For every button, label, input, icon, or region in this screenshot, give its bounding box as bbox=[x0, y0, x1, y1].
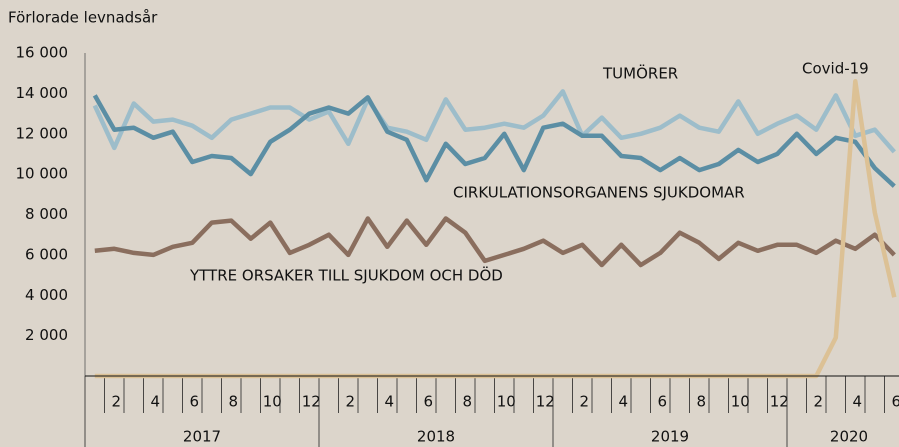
x-tick-label: 6 bbox=[891, 393, 899, 411]
y-tick-label: 12 000 bbox=[16, 124, 69, 142]
x-tick-label: 6 bbox=[423, 393, 433, 411]
x-tick-label: 4 bbox=[852, 393, 862, 411]
x-tick-label: 6 bbox=[189, 393, 199, 411]
x-tick-label: 8 bbox=[696, 393, 706, 411]
series-label: CIRKULATIONSORGANENS SJUKDOMAR bbox=[453, 184, 745, 202]
y-tick-label: 2 000 bbox=[25, 326, 68, 344]
x-tick-label: 4 bbox=[150, 393, 160, 411]
x-tick-label: 10 bbox=[263, 393, 282, 411]
y-tick-label: 14 000 bbox=[16, 84, 69, 102]
x-tick-label: 4 bbox=[618, 393, 628, 411]
y-tick-label: 4 000 bbox=[25, 286, 68, 304]
x-group-label: 2019 bbox=[651, 428, 689, 446]
x-tick-label: 12 bbox=[770, 393, 789, 411]
x-tick-label: 12 bbox=[536, 393, 555, 411]
x-tick-label: 8 bbox=[228, 393, 238, 411]
y-tick-label: 8 000 bbox=[25, 205, 68, 223]
y-tick-label: 16 000 bbox=[16, 44, 69, 62]
x-tick-label: 10 bbox=[731, 393, 750, 411]
x-tick-label: 6 bbox=[657, 393, 667, 411]
series-line bbox=[92, 94, 896, 188]
series-line bbox=[94, 216, 896, 268]
x-group-label: 2017 bbox=[183, 428, 221, 446]
series-label: Covid-19 bbox=[802, 60, 869, 78]
x-group-label: 2018 bbox=[417, 428, 455, 446]
x-tick-label: 2 bbox=[579, 393, 589, 411]
series-label: YTTRE ORSAKER TILL SJUKDOM OCH DÖD bbox=[189, 266, 503, 285]
y-axis-label: Förlorade levnadsår bbox=[8, 9, 158, 27]
x-tick-label: 2 bbox=[813, 393, 823, 411]
y-tick-label: 6 000 bbox=[25, 245, 68, 263]
x-tick-label: 2 bbox=[345, 393, 355, 411]
x-tick-label: 10 bbox=[497, 393, 516, 411]
series-label: TUMÖRER bbox=[602, 64, 678, 83]
y-tick-label: 10 000 bbox=[16, 165, 69, 183]
x-tick-label: 2 bbox=[111, 393, 121, 411]
x-tick-label: 12 bbox=[302, 393, 321, 411]
x-tick-label: 8 bbox=[462, 393, 472, 411]
series-line bbox=[92, 89, 896, 154]
x-tick-label: 4 bbox=[384, 393, 394, 411]
x-group-label: 2020 bbox=[830, 428, 868, 446]
